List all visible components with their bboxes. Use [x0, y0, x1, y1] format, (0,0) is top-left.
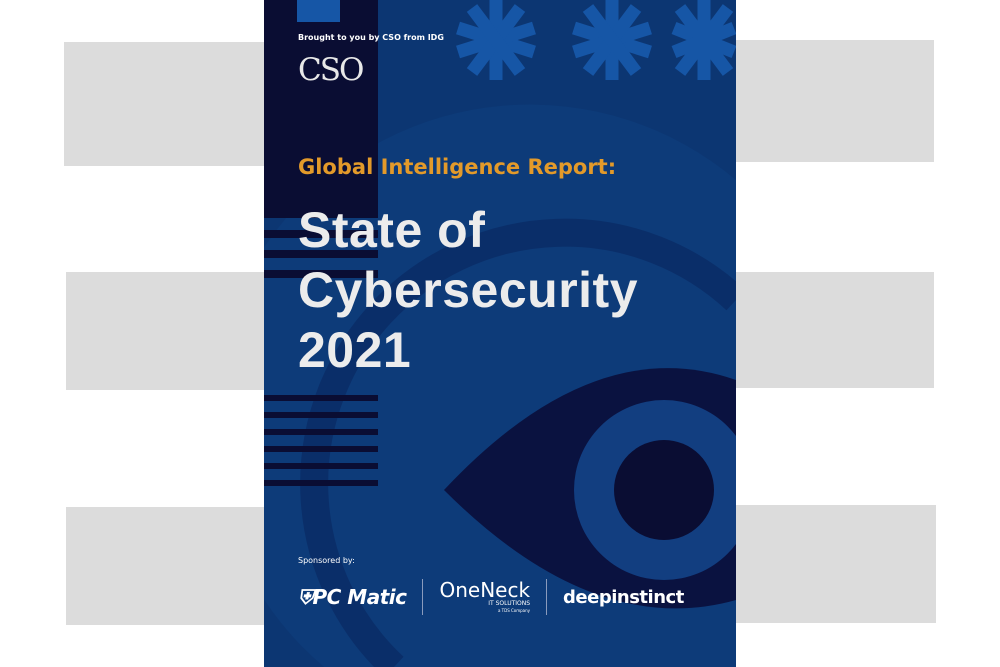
report-kicker: Global Intelligence Report: — [298, 155, 617, 179]
placeholder-bar — [66, 507, 264, 625]
cso-logo: CSO — [298, 52, 364, 88]
placeholder-bar — [736, 505, 936, 623]
cover-artwork — [264, 0, 736, 667]
deep-instinct-logo: deepinstinct — [563, 586, 684, 608]
divider — [546, 579, 548, 615]
placeholder-bar — [66, 272, 264, 390]
placeholder-bar — [64, 42, 264, 166]
brought-by-text: Brought to you by CSO from IDG — [298, 33, 444, 42]
placeholder-bar — [736, 40, 934, 162]
sponsored-label: Sponsored by: — [298, 556, 355, 565]
shield-icon: ⛨ — [298, 585, 313, 609]
title-line: 2021 — [298, 322, 412, 378]
stripes — [264, 210, 378, 486]
placeholder-bar — [736, 272, 934, 388]
asterisk-icons — [456, 0, 736, 80]
title-line: Cybersecurity — [298, 262, 638, 318]
sponsor-logos: ⛨PC Matic OneNeck IT SOLUTIONS a TDS Com… — [298, 578, 684, 616]
oneneck-logo: OneNeck IT SOLUTIONS a TDS Company — [439, 578, 531, 613]
title-line: State of — [298, 202, 486, 258]
report-title: State of Cybersecurity 2021 — [298, 200, 638, 380]
divider — [422, 579, 424, 615]
pc-matic-logo: ⛨PC Matic — [298, 585, 407, 609]
report-cover: Brought to you by CSO from IDG CSO Globa… — [264, 0, 736, 667]
